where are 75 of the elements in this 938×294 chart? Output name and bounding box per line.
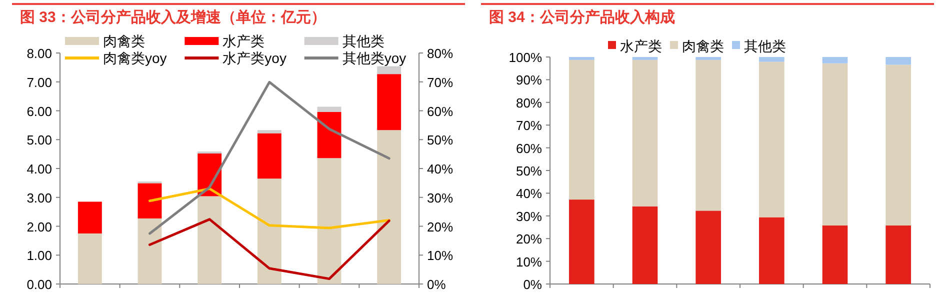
line-series xyxy=(148,187,390,230)
bar xyxy=(759,57,784,62)
y2-tick-label: 0% xyxy=(427,277,446,292)
chart-title: 图 34：公司分产品收入构成 xyxy=(489,9,675,26)
bar xyxy=(257,133,282,179)
y-tick-label: 0.00 xyxy=(26,277,52,292)
y2-tick-label: 20% xyxy=(427,219,454,234)
bar xyxy=(78,202,102,234)
bar xyxy=(257,130,282,134)
y-tick-label: 50% xyxy=(516,164,542,178)
bar xyxy=(198,196,222,284)
y2-tick-label: 30% xyxy=(427,190,454,206)
y-tick-label: 20% xyxy=(516,232,542,247)
bar xyxy=(822,57,848,64)
y2-tick-label: 80% xyxy=(427,46,454,61)
y-tick-label: 1.00 xyxy=(26,248,52,264)
y-tick-label: 10% xyxy=(516,254,542,270)
bar xyxy=(317,112,342,158)
bar xyxy=(886,225,911,284)
legend-label: 其他类yoy xyxy=(342,50,406,66)
legend-label: 肉禽类yoy xyxy=(103,50,167,66)
y-tick-label: 60% xyxy=(516,140,542,156)
legend-label: 其他类 xyxy=(342,33,384,49)
y-tick-label: 0% xyxy=(523,277,542,292)
bar xyxy=(377,74,402,130)
y-tick-label: 5.00 xyxy=(26,132,52,148)
bar xyxy=(569,60,594,200)
bar xyxy=(886,64,911,226)
bar xyxy=(759,217,784,284)
bar xyxy=(822,63,848,226)
y2-tick-label: 10% xyxy=(427,248,454,264)
bar xyxy=(696,210,721,284)
bar xyxy=(632,57,658,60)
legend-label: 水产类yoy xyxy=(222,50,286,66)
bar xyxy=(696,57,721,60)
bar xyxy=(377,130,402,284)
legend-label: 肉禽类 xyxy=(103,33,145,49)
line-series xyxy=(148,80,390,235)
y-tick-label: 2.00 xyxy=(26,219,52,234)
y2-tick-label: 40% xyxy=(427,162,454,176)
bar xyxy=(138,183,162,218)
legend-label: 肉禽类 xyxy=(682,38,724,54)
y2-tick-label: 70% xyxy=(427,74,454,90)
y-tick-label: 40% xyxy=(516,186,542,202)
y-tick-label: 4.00 xyxy=(26,162,52,176)
legend-label: 水产类 xyxy=(620,38,662,54)
y-tick-label: 100% xyxy=(508,50,542,65)
bar xyxy=(569,200,594,284)
bar xyxy=(569,57,594,60)
y-tick-label: 7.00 xyxy=(26,74,52,90)
legend-label: 水产类 xyxy=(222,33,265,49)
bar xyxy=(759,62,784,218)
y-tick-label: 3.00 xyxy=(26,190,52,206)
bar xyxy=(138,218,162,284)
y-tick-label: 90% xyxy=(516,72,542,88)
bar xyxy=(78,233,102,284)
bar xyxy=(632,206,658,284)
bar xyxy=(257,178,282,284)
y-tick-label: 30% xyxy=(516,208,542,224)
bar xyxy=(632,60,658,206)
y2-tick-label: 50% xyxy=(427,132,454,148)
bar xyxy=(377,66,402,74)
bar xyxy=(886,57,911,65)
y2-tick-label: 60% xyxy=(427,104,454,119)
line-series xyxy=(148,218,390,280)
y-tick-label: 6.00 xyxy=(26,104,52,119)
bar xyxy=(317,106,342,112)
bar xyxy=(696,60,721,211)
bar xyxy=(317,158,342,284)
legend-label: 其他类 xyxy=(744,38,786,54)
bar xyxy=(822,225,848,284)
y-tick-label: 8.00 xyxy=(26,46,52,61)
y-tick-label: 70% xyxy=(516,118,542,134)
chart-title: 图 33：公司分产品收入及增速（单位：亿元） xyxy=(20,9,326,26)
y-tick-label: 80% xyxy=(516,95,542,110)
